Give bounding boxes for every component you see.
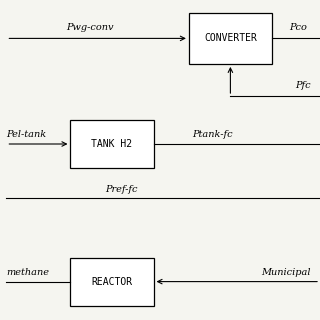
Text: Municipal: Municipal	[261, 268, 310, 277]
Text: Ptank-fc: Ptank-fc	[192, 130, 233, 139]
Text: methane: methane	[6, 268, 49, 277]
FancyBboxPatch shape	[70, 258, 154, 306]
FancyBboxPatch shape	[189, 13, 272, 64]
Text: Pwg-conv: Pwg-conv	[66, 23, 113, 32]
Text: Pref-fc: Pref-fc	[105, 185, 138, 194]
Text: Pel-tank: Pel-tank	[6, 130, 46, 139]
Text: REACTOR: REACTOR	[92, 276, 132, 287]
Text: Pfc: Pfc	[295, 81, 310, 90]
Text: CONVERTER: CONVERTER	[204, 33, 257, 44]
Text: Pco: Pco	[289, 23, 307, 32]
FancyBboxPatch shape	[70, 120, 154, 168]
Text: TANK H2: TANK H2	[92, 139, 132, 149]
